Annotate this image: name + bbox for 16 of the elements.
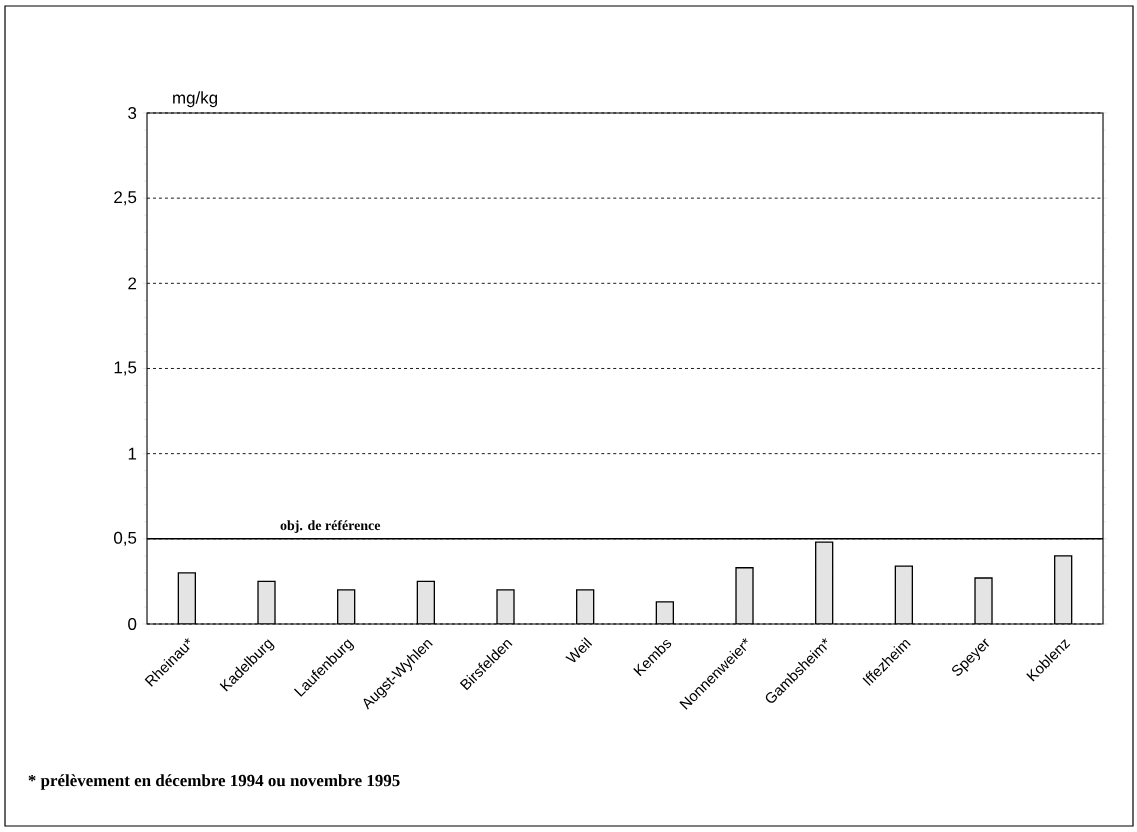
y-axis-title: mg/kg <box>173 91 218 108</box>
y-tick-label: 0,5 <box>114 531 137 546</box>
bar <box>1054 555 1073 624</box>
y-tick-label: 3 <box>128 106 137 119</box>
bar <box>894 565 913 624</box>
y-tick-label: 2,5 <box>114 191 137 206</box>
text: * prélèvement en décembre 1994 ou novembre 1995 <box>28 774 400 790</box>
y-tick-label: 0 <box>128 617 137 630</box>
ref-line-label: obj. de référence <box>280 520 381 533</box>
y-tick-label: 2 <box>128 277 137 290</box>
y-tick-label: 1 <box>128 447 137 460</box>
x-tick-label: Weil <box>565 637 593 663</box>
bar <box>416 580 435 624</box>
bar <box>177 572 196 624</box>
y-tick-label: 1,5 <box>114 361 137 376</box>
bar <box>815 541 834 624</box>
